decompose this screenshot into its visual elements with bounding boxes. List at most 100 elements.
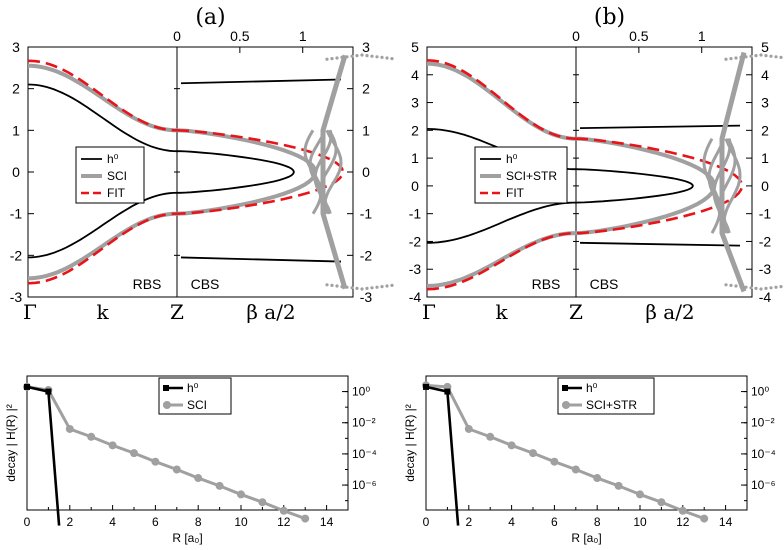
decay-sci-point (172, 465, 181, 474)
decay-sci-point (571, 465, 580, 474)
decay-legend-box (158, 377, 232, 415)
sci-dot-top (380, 55, 384, 60)
decay-h0-point (423, 383, 429, 390)
decay-sci-point (593, 474, 602, 483)
sci-dot-bottom (360, 287, 364, 291)
decay-xtick-label: 0 (423, 515, 430, 529)
sci-dot-top (330, 57, 334, 61)
sci-dot-top (325, 57, 329, 61)
sci-dot-top (779, 55, 783, 60)
ytick-label-right: 0 (362, 164, 370, 180)
sci-dot-bottom (390, 283, 394, 287)
decay-panel-c: 0 2 4 6 8 10 12 14 10⁰ 10⁻² 10⁻⁴ 10⁻⁶ R [a₀] decay | … (4, 375, 377, 545)
panel-title: (a) (195, 5, 225, 30)
sci-dot-bottom (385, 284, 389, 288)
decay-ytick-label: 10⁻⁶ (352, 478, 377, 492)
xtick-beta: β a/2 (246, 300, 295, 324)
sci-dot-top (774, 55, 778, 59)
fit-cbs-loop (575, 137, 744, 235)
h0-cbs-lower (180, 256, 342, 263)
legend-label-0: h⁰ (107, 152, 119, 166)
decay-sci-point (700, 514, 709, 523)
decay-sci-point (550, 457, 559, 466)
ytick-label-right: -2 (759, 233, 772, 249)
top-tick-label: 1 (299, 28, 307, 44)
decay-sci-point (65, 424, 74, 433)
sci-dot-bottom (769, 286, 773, 290)
sci-dot-bottom (370, 286, 374, 290)
h0-rbs-lower (427, 201, 576, 244)
ytick-label-left: -2 (10, 247, 23, 263)
xtick-z: Z (569, 300, 583, 324)
decay-xtick-label: 8 (195, 515, 202, 529)
sci-dot-top (375, 55, 379, 59)
decay-ylabel: decay | H(R) |² (4, 404, 18, 482)
decay-h0-point (24, 383, 30, 390)
legend-label-0: h⁰ (506, 152, 518, 166)
ytick-label-right: 3 (761, 95, 769, 111)
ytick-label-left: 0 (411, 178, 419, 194)
decay-ytick-label: 10⁻² (751, 416, 775, 430)
decay-legend-h0-mark (562, 385, 568, 391)
cbs-label: CBS (191, 276, 220, 292)
decay-panel-d: 0 2 4 6 8 10 12 14 10⁰ 10⁻² 10⁻⁴ 10⁻⁶ R [a₀] decay | … (403, 375, 776, 545)
ytick-label-left: 1 (12, 122, 20, 138)
h0-rbs-upper (27, 83, 178, 153)
ytick-label-left: 4 (411, 67, 419, 83)
decay-xtick-label: 6 (551, 515, 558, 529)
decay-frame (425, 375, 748, 511)
legend-label-1: SCI+STR (506, 169, 557, 183)
sci-dot-top (370, 54, 374, 58)
fit-cbs-loop (176, 129, 345, 215)
ytick-label-left: 5 (411, 39, 419, 55)
decay-h0-line (425, 385, 460, 526)
decay-sci-point (486, 432, 495, 441)
h0-rbs-lower (27, 191, 178, 259)
sci-dot-top (769, 54, 773, 58)
sci-dot-bottom (764, 286, 768, 290)
sci-dot-top (350, 54, 354, 58)
decay-h0-line (26, 385, 61, 526)
h0-cbs-lower (579, 241, 741, 247)
sci-dot-bottom (365, 286, 369, 290)
decay-sci-point (151, 457, 160, 466)
ytick-label-left: 3 (411, 95, 419, 111)
decay-h0-point (444, 388, 451, 395)
sci-dot-bottom (330, 283, 334, 287)
ytick-label-left: -3 (10, 289, 23, 305)
decay-sci-point (215, 481, 224, 490)
rbs-label: RBS (532, 276, 561, 292)
sci-rbs-upper (426, 61, 577, 141)
sci-dot-top (729, 57, 733, 61)
sci-dot-top (335, 56, 339, 60)
sci-dot-bottom (350, 286, 354, 290)
decay-h0-point (45, 388, 52, 395)
legend-label-2: FIT (506, 186, 525, 200)
ytick-label-right: -1 (759, 206, 772, 222)
fit-rbs-lower (27, 212, 178, 285)
ytick-label-left: -4 (409, 289, 422, 305)
decay-xtick-label: 2 (66, 515, 73, 529)
ytick-label-left: 3 (12, 39, 20, 55)
decay-sci-point (194, 474, 203, 483)
decay-ytick-label: 10⁰ (751, 385, 769, 399)
top-tick-label: 0 (173, 28, 181, 44)
decay-sci-point (529, 449, 537, 458)
ytick-label-left: 0 (12, 164, 20, 180)
decay-ylabel: decay | H(R) |² (403, 404, 417, 482)
sci-dot-bottom (779, 285, 783, 289)
sci-dot-top (355, 54, 359, 58)
panel-title: (b) (594, 5, 625, 30)
decay-xtick-label: 8 (594, 515, 601, 529)
decay-frame (26, 375, 349, 511)
ytick-label-right: 2 (362, 81, 370, 97)
h0-cbs-upper (180, 78, 342, 85)
decay-xlabel: R [a₀] (571, 531, 601, 545)
xtick-k: k (96, 300, 109, 324)
fit-rbs-lower (426, 231, 577, 291)
ytick-label-right: -1 (360, 206, 373, 222)
sci-dot-bottom (375, 285, 379, 289)
sci-rbs-lower (27, 211, 178, 281)
